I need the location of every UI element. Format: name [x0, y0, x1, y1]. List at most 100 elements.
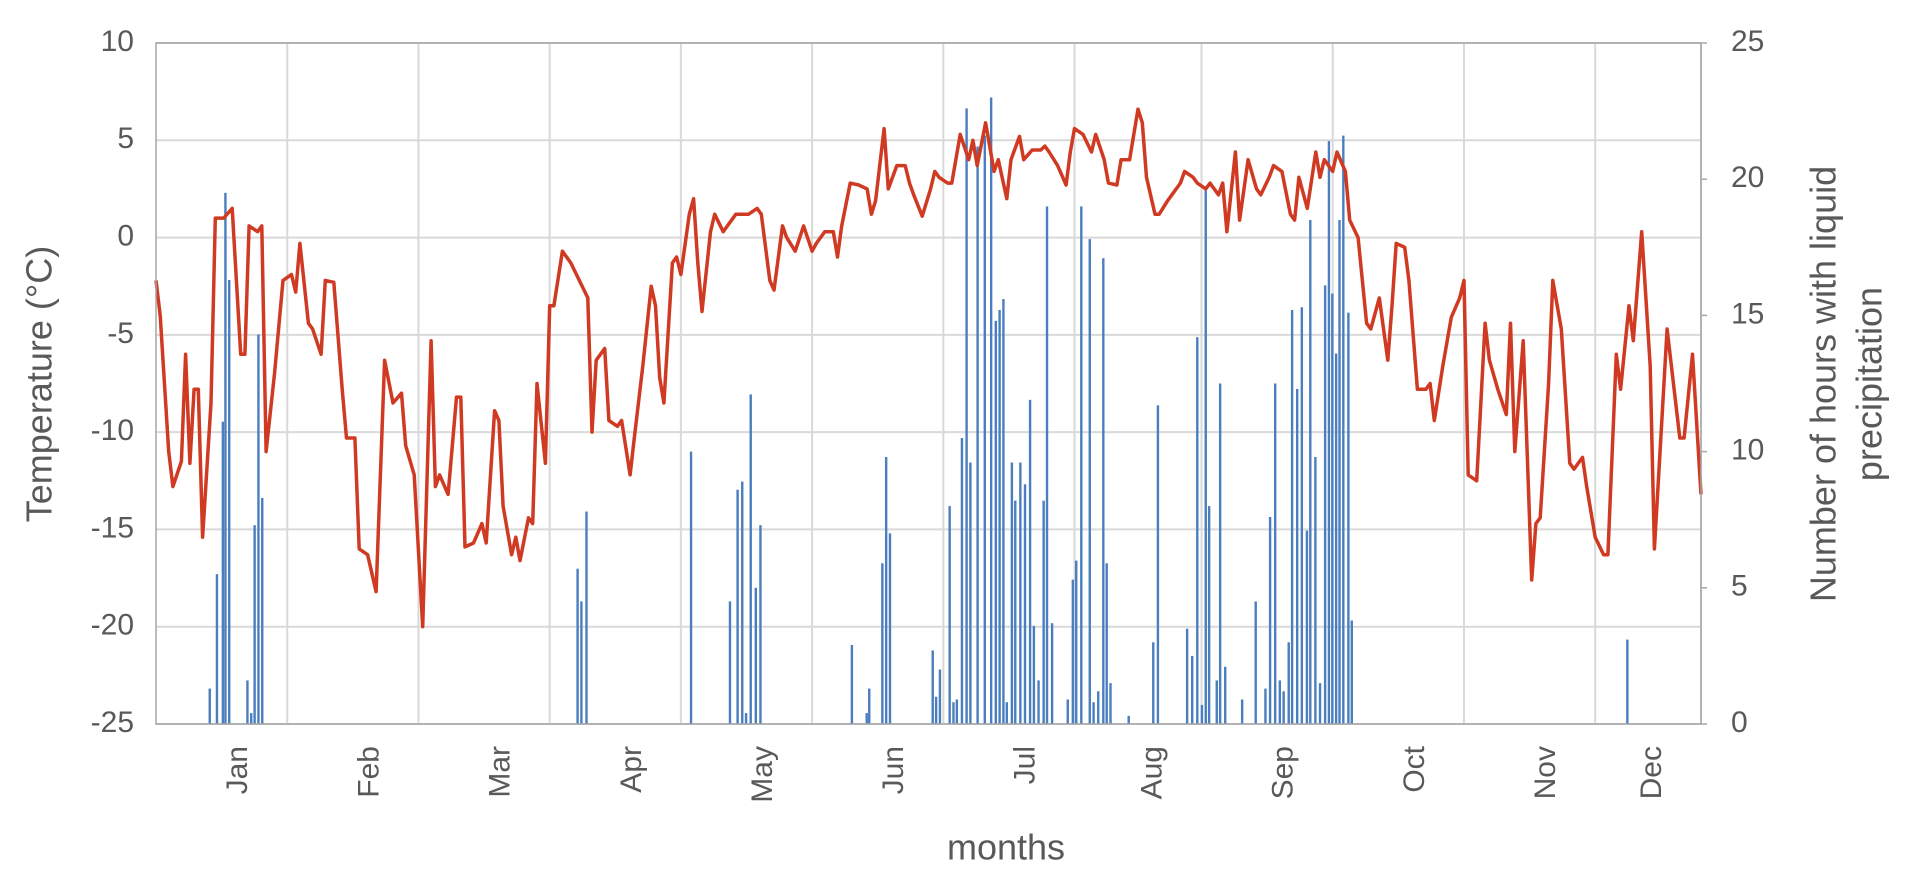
- bar: [868, 688, 871, 724]
- bar: [1290, 309, 1294, 724]
- bar: [1185, 628, 1189, 724]
- y2-tick-label: 20: [1731, 161, 1764, 194]
- bar: [1334, 353, 1338, 724]
- bar: [948, 506, 951, 724]
- bar: [1254, 601, 1257, 724]
- bar: [749, 394, 752, 724]
- bar: [994, 320, 998, 724]
- x-tick-label: May: [746, 746, 779, 803]
- bar: [1215, 680, 1218, 724]
- bar: [736, 489, 739, 724]
- bar: [976, 146, 979, 725]
- bar: [741, 481, 744, 724]
- y-tick-label: 5: [117, 122, 134, 155]
- bar: [1305, 530, 1309, 724]
- bar: [934, 696, 938, 724]
- bar: [888, 533, 892, 724]
- marks: [154, 97, 1703, 725]
- bar: [208, 688, 211, 724]
- bar: [1075, 560, 1078, 724]
- bar: [1037, 680, 1040, 724]
- bar: [1309, 220, 1312, 724]
- y2-tick-label: 25: [1731, 25, 1764, 58]
- bar: [1207, 506, 1211, 724]
- x-tick-label: Jun: [877, 746, 910, 794]
- x-tick-label: Nov: [1529, 746, 1562, 799]
- bar: [1105, 563, 1108, 724]
- bar: [1318, 683, 1322, 724]
- x-tick-label: Feb: [352, 746, 385, 798]
- y-tick-label: -5: [107, 317, 134, 350]
- bar: [983, 135, 986, 725]
- bar: [965, 108, 968, 725]
- bar: [1314, 457, 1317, 724]
- bar: [1196, 337, 1199, 724]
- x-tick-label: Jul: [1008, 746, 1041, 784]
- x-tick-label: Oct: [1398, 745, 1431, 792]
- bar: [221, 421, 225, 724]
- bar: [744, 713, 748, 724]
- bar: [215, 574, 219, 724]
- bar: [1327, 141, 1331, 725]
- bar: [689, 451, 693, 724]
- bar: [1626, 639, 1629, 724]
- bar: [1080, 206, 1083, 724]
- bar: [1278, 680, 1282, 724]
- bar: [1273, 383, 1277, 724]
- bar: [1071, 579, 1075, 724]
- bar: [1102, 258, 1105, 724]
- bar: [1023, 484, 1027, 724]
- y-tick-label: -10: [91, 414, 134, 447]
- bar: [952, 702, 955, 724]
- bar: [1066, 699, 1069, 724]
- bar: [998, 309, 1001, 724]
- bar: [1350, 620, 1353, 724]
- bar: [261, 497, 264, 724]
- y2-axis-title: Number of hours with liquid: [1803, 166, 1844, 602]
- bar: [1331, 293, 1334, 724]
- x-tick-label: Jan: [221, 746, 254, 794]
- bar: [1002, 299, 1005, 724]
- bar: [1014, 500, 1017, 724]
- bar: [1028, 399, 1032, 724]
- bar: [1097, 691, 1100, 724]
- bar: [1338, 220, 1341, 724]
- bar: [960, 437, 964, 724]
- bar: [938, 669, 942, 724]
- bar: [1156, 405, 1160, 724]
- bar: [1127, 715, 1130, 724]
- bar: [1204, 190, 1207, 724]
- bar: [1005, 702, 1009, 724]
- bar: [1323, 285, 1327, 724]
- labels: -25 -20 -15 -10 -5 0 5 10 0 5 10 15 20 25 Jan Feb Mar Apr…: [91, 25, 1765, 803]
- bar: [1010, 462, 1014, 724]
- bar: [1042, 500, 1045, 724]
- bar: [865, 713, 868, 724]
- bar: [246, 680, 249, 724]
- bar: [257, 334, 260, 724]
- bar: [1300, 307, 1304, 724]
- bar: [1019, 462, 1022, 724]
- bar: [989, 97, 993, 725]
- bar: [1347, 312, 1350, 724]
- bar: [955, 699, 959, 724]
- bar: [228, 279, 231, 724]
- y-tick-label: -15: [91, 511, 134, 544]
- bar: [759, 525, 762, 724]
- x-tick-label: Apr: [615, 746, 648, 793]
- bar: [1287, 642, 1290, 724]
- y2-tick-label: 5: [1731, 570, 1748, 603]
- x-tick-label: Dec: [1635, 746, 1668, 799]
- bar: [1282, 691, 1285, 724]
- bar: [881, 563, 884, 724]
- bar: [1088, 239, 1091, 725]
- bar: [1224, 666, 1227, 724]
- bar: [576, 568, 579, 724]
- bar: [1050, 623, 1054, 724]
- x-tick-label: Mar: [484, 746, 517, 798]
- bar: [585, 511, 588, 724]
- bar: [1109, 683, 1112, 724]
- y2-tick-label: 0: [1731, 706, 1748, 739]
- y2-tick-label: 10: [1731, 434, 1764, 467]
